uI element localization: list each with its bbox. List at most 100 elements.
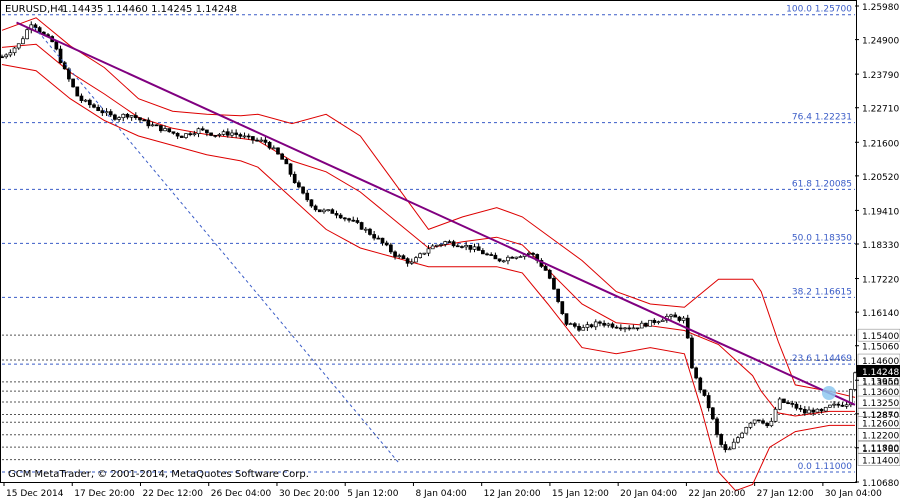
candle-body [677, 316, 682, 321]
candle-body [836, 403, 841, 406]
candle-body [292, 173, 297, 184]
x-tick-label: 30 Jan 04:00 [825, 489, 882, 499]
candle-body [455, 245, 460, 248]
candle-body [62, 62, 67, 70]
candle-body [87, 99, 92, 106]
candle-body [397, 255, 402, 258]
candle-body [614, 326, 619, 329]
candle-body [326, 209, 330, 212]
level-label-box [857, 395, 900, 409]
candle-body [828, 404, 832, 408]
level-label-box [857, 328, 900, 342]
candle-body [807, 409, 811, 414]
candle-body [727, 448, 732, 451]
candle-body [811, 409, 816, 413]
candle-body [435, 244, 439, 247]
candle-body [380, 237, 385, 244]
candle-body [853, 372, 857, 390]
candle-body [794, 403, 799, 409]
candle-body [21, 38, 25, 45]
level-label-box [857, 428, 900, 441]
candle-body [188, 133, 193, 136]
candle-body [777, 398, 782, 410]
candle-body [819, 408, 824, 412]
candle-body [376, 237, 381, 240]
candle-body [251, 136, 255, 141]
candle-body [267, 142, 272, 149]
fibo-trend-dashed-line [34, 26, 400, 464]
candle-body [439, 244, 443, 246]
candle-body [531, 252, 535, 255]
candle-body [125, 113, 130, 118]
level-label: 1.13250 [862, 399, 899, 409]
candle-body [715, 418, 719, 435]
descending-trendline [16, 21, 856, 406]
candle-body [16, 43, 21, 49]
candle-body [564, 313, 569, 325]
y-tick-label: 1.24900 [862, 37, 899, 47]
candle-body [242, 135, 247, 138]
level-label-box [857, 416, 900, 429]
candle-body [330, 209, 335, 214]
bollinger-upper-band [1, 17, 856, 398]
candle-body [284, 158, 289, 165]
copyright-text: GCM MetaTrader, © 2001-2014, MetaQuotes … [8, 469, 309, 480]
candle-body [468, 245, 473, 250]
candle-body [635, 327, 640, 330]
y-tick-label: 1.17220 [862, 276, 899, 286]
level-label-box [857, 453, 900, 466]
candle-body [167, 128, 172, 133]
level-label: 1.12200 [862, 432, 899, 442]
x-tick-label: 20 Jan 04:00 [620, 489, 677, 499]
y-tick-label: 1.11780 [862, 445, 899, 455]
candle-body [200, 128, 205, 131]
y-tick-label: 1.25980 [862, 3, 899, 13]
candle-body [560, 301, 565, 314]
candle-body [481, 250, 485, 255]
candle-body [322, 209, 326, 213]
candle-body [288, 163, 293, 175]
current-price-label: 1.14248 [862, 368, 899, 378]
candle-body [213, 135, 218, 137]
candle-body [393, 251, 397, 257]
candle-body [205, 129, 209, 134]
fibo-level-label: 23.6 1.14469 [792, 354, 852, 364]
candle-body [723, 444, 728, 451]
candle-body [163, 128, 167, 132]
fibo-level-label: 100.0 1.25700 [786, 5, 852, 15]
level-label: 1.11400 [862, 457, 899, 467]
candle-body [464, 245, 468, 248]
candle-body [652, 319, 657, 323]
y-tick-label: 1.21600 [862, 139, 899, 149]
candle-body [639, 322, 644, 329]
candle-body [736, 437, 740, 443]
candle-body [83, 99, 88, 102]
candle-body [756, 419, 761, 422]
candle-body [476, 246, 481, 251]
y-tick-label: 1.20520 [862, 173, 899, 183]
candle-body [848, 389, 853, 406]
y-tick-label: 1.10680 [862, 479, 899, 489]
candle-body [485, 253, 489, 256]
candle-body [656, 321, 661, 323]
candle-body [694, 367, 698, 379]
candle-body [196, 128, 201, 135]
candle-body [798, 407, 803, 410]
candle-body [660, 319, 665, 322]
candle-body [8, 52, 13, 56]
candle-body [581, 327, 586, 331]
candle-body [297, 182, 301, 188]
level-label: 1.13600 [862, 388, 899, 398]
candle-body [363, 228, 368, 231]
candle-body [740, 432, 744, 439]
x-tick-label: 26 Dec 04:00 [211, 489, 272, 499]
candle-body [823, 406, 828, 412]
candle-body [171, 131, 176, 134]
candle-body [606, 323, 611, 326]
candle-body [426, 248, 431, 254]
candle-body [305, 192, 310, 201]
candle-body [518, 256, 523, 258]
candle-body [25, 29, 29, 40]
